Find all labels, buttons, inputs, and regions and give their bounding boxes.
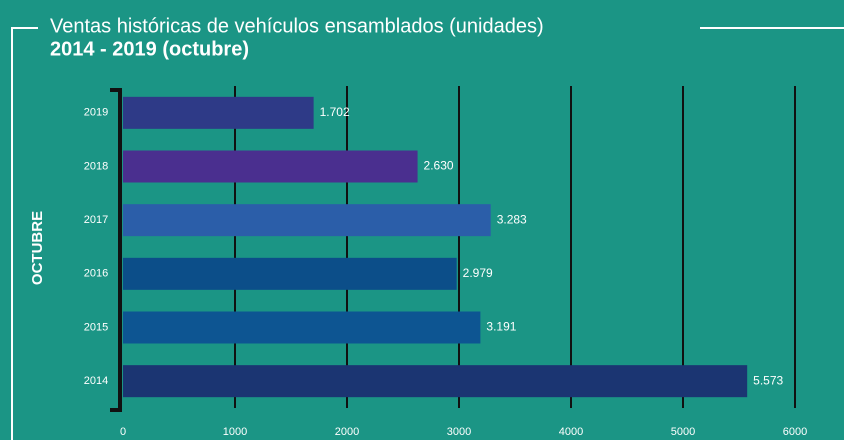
y-axis-label: OCTUBRE (29, 211, 46, 285)
x-tick-label: 1000 (223, 426, 247, 438)
bar (123, 150, 418, 183)
y-tick-label: 2016 (84, 268, 108, 280)
value-label: 2.630 (424, 159, 454, 173)
x-tick-label: 6000 (783, 426, 807, 438)
bar (123, 311, 481, 344)
x-tick-label: 0 (120, 426, 126, 438)
y-tick-label: 2015 (84, 321, 108, 333)
frame (11, 27, 844, 440)
x-tick-label: 5000 (671, 426, 695, 438)
value-label: 3.283 (497, 212, 527, 226)
x-tick-label: 2000 (335, 426, 359, 438)
chart-subtitle: 2014 - 2019 (octubre) (50, 38, 249, 60)
bar (123, 365, 748, 398)
y-tick-label: 2018 (84, 160, 108, 172)
value-label: 3.191 (486, 320, 516, 334)
chart-title: Ventas históricas de vehículos ensamblad… (50, 15, 544, 37)
x-tick-label: 4000 (559, 426, 583, 438)
frame-left (11, 27, 38, 440)
value-label: 1.702 (320, 105, 350, 119)
value-label: 2.979 (463, 266, 493, 280)
value-label: 5.573 (753, 373, 783, 387)
y-tick-label: 2014 (84, 375, 108, 387)
x-tick-label: 3000 (447, 426, 471, 438)
bar (123, 204, 491, 237)
y-tick-label: 2019 (84, 107, 108, 119)
bracket (110, 88, 122, 412)
bar (123, 257, 457, 290)
y-tick-label: 2017 (84, 214, 108, 226)
bar (123, 96, 314, 129)
